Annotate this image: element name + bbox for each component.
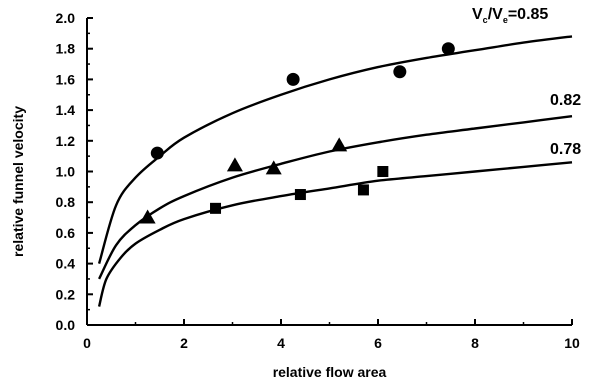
y-tick-label: 0.0 — [56, 317, 76, 333]
x-axis-label: relative flow area — [273, 364, 387, 380]
y-tick-label: 0.8 — [56, 194, 76, 210]
data-point-circle — [441, 42, 455, 56]
y-tick-label: 1.4 — [56, 102, 76, 118]
curve-0.82 — [98, 115, 573, 280]
data-point-triangle — [226, 157, 243, 172]
y-tick-label: 0.4 — [56, 256, 76, 272]
data-point-triangle — [265, 160, 282, 175]
curve-0.85 — [97, 35, 573, 264]
data-point-circle — [150, 146, 164, 160]
y-tick-label: 1.8 — [56, 41, 76, 57]
data-point-triangle — [139, 209, 156, 224]
y-tick-label: 0.2 — [56, 286, 76, 302]
curve-labels: Vc/Ve=0.85 0.82 0.78 — [472, 6, 581, 158]
y-tick-label: 1.6 — [56, 71, 76, 87]
y-axis-label: relative funnel velocity — [10, 106, 26, 257]
curve-label-0.82: 0.82 — [550, 92, 581, 109]
y-tick-label: 0.6 — [56, 225, 76, 241]
data-point-square — [210, 202, 222, 214]
data-point-circle — [393, 65, 407, 79]
x-axis-ticks: 0 2 4 6 8 10 — [83, 319, 580, 351]
y-axis-ticks: 0.0 0.2 0.4 0.6 0.8 1.0 1.2 1.4 1.6 1.8 2.0 — [56, 10, 93, 333]
x-tick-label: 10 — [564, 335, 580, 351]
x-tick-label: 0 — [83, 335, 91, 351]
x-tick-label: 4 — [277, 335, 285, 351]
x-tick-label: 2 — [180, 335, 188, 351]
data-markers — [139, 42, 455, 224]
y-tick-label: 1.0 — [56, 164, 76, 180]
fitted-curves — [97, 35, 573, 307]
curve-label-0.85: Vc/Ve=0.85 — [472, 6, 548, 25]
data-point-circle — [286, 72, 300, 86]
x-tick-label: 6 — [374, 335, 382, 351]
y-tick-label: 2.0 — [56, 10, 76, 26]
plot-area — [86, 18, 572, 326]
data-point-square — [357, 184, 369, 196]
data-point-square — [377, 166, 389, 177]
data-point-square — [294, 189, 306, 201]
curve-label-0.78: 0.78 — [550, 141, 581, 158]
y-tick-label: 1.2 — [56, 133, 76, 149]
x-tick-label: 8 — [471, 335, 479, 351]
curve-0.78 — [97, 161, 573, 307]
data-point-triangle — [331, 137, 348, 152]
